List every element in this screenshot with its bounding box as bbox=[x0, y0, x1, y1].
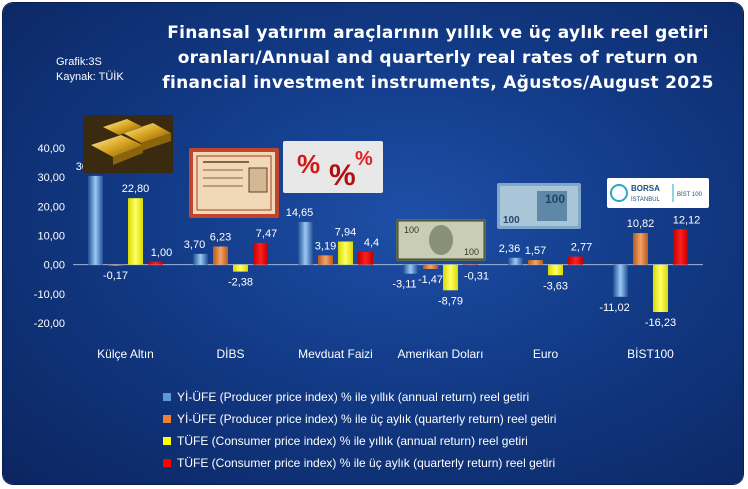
legend-item: Yİ-ÜFE (Producer price index) % ile üç a… bbox=[163, 408, 556, 430]
data-label: 3,19 bbox=[315, 240, 336, 252]
figure-number: Grafik:3S bbox=[56, 56, 102, 68]
euro-banknote-image: 100 100 bbox=[497, 183, 581, 229]
svg-text:İSTANBUL: İSTANBUL bbox=[631, 196, 661, 203]
bar bbox=[358, 251, 373, 265]
x-tick-label: Mevduat Faizi bbox=[298, 347, 373, 361]
legend-item: Yİ-ÜFE (Producer price index) % ile yıll… bbox=[163, 386, 556, 408]
svg-text:%: % bbox=[355, 148, 373, 170]
legend-swatch bbox=[163, 415, 171, 423]
bar bbox=[463, 264, 478, 266]
data-label: -1,47 bbox=[418, 274, 443, 286]
x-tick-label: BİST100 bbox=[627, 347, 674, 361]
svg-text:100: 100 bbox=[464, 247, 479, 257]
data-label: 2,36 bbox=[499, 243, 520, 255]
data-label: -0,17 bbox=[103, 270, 128, 282]
bar bbox=[148, 261, 163, 265]
bar bbox=[653, 264, 668, 313]
data-label: 1,00 bbox=[151, 247, 172, 259]
data-label: -2,38 bbox=[228, 277, 253, 289]
chart-title: Finansal yatırım araçlarının yıllık ve ü… bbox=[162, 23, 714, 93]
legend-swatch bbox=[163, 393, 171, 401]
percent-symbols-image: % % % bbox=[283, 141, 383, 193]
data-label: 22,80 bbox=[122, 183, 150, 195]
data-label: 6,23 bbox=[210, 231, 231, 243]
data-label: -11,02 bbox=[599, 302, 629, 314]
bar bbox=[633, 233, 648, 265]
data-label: -3,11 bbox=[392, 279, 416, 291]
legend-item: TÜFE (Consumer price index) % ile üç ayl… bbox=[163, 452, 556, 474]
source-info: Grafik:3S Kaynak: TÜİK bbox=[56, 55, 124, 85]
y-tick-label: 40,00 bbox=[37, 143, 65, 155]
dollar-banknote-image: 100 100 bbox=[396, 219, 486, 261]
data-label: 4,4 bbox=[364, 237, 379, 249]
legend-swatch bbox=[163, 459, 171, 467]
y-tick-label: 30,00 bbox=[37, 172, 65, 184]
legend-label: TÜFE (Consumer price index) % ile üç ayl… bbox=[177, 456, 556, 470]
y-tick-label: -20,00 bbox=[34, 318, 65, 330]
chart-frame: Finansal yatırım araçlarının yıllık ve ü… bbox=[3, 3, 743, 484]
svg-text:%: % bbox=[297, 149, 320, 179]
bar bbox=[528, 260, 543, 265]
source-label: Kaynak: TÜİK bbox=[56, 71, 124, 83]
bar bbox=[613, 264, 628, 297]
data-label: 10,82 bbox=[627, 218, 655, 230]
bar bbox=[318, 255, 333, 265]
svg-text:%: % bbox=[329, 159, 356, 192]
gold-bars-image bbox=[83, 115, 173, 173]
legend-label: TÜFE (Consumer price index) % ile yıllık… bbox=[177, 434, 528, 448]
bar bbox=[298, 221, 313, 265]
y-tick-label: -10,00 bbox=[34, 289, 65, 301]
y-tick-label: 10,00 bbox=[37, 231, 65, 243]
bar bbox=[403, 264, 418, 274]
legend-label: Yİ-ÜFE (Producer price index) % ile üç a… bbox=[177, 412, 557, 426]
bar bbox=[568, 256, 583, 265]
svg-text:BORSA: BORSA bbox=[631, 184, 660, 193]
data-label: 1,57 bbox=[525, 245, 546, 257]
bar bbox=[108, 264, 123, 266]
x-tick-label: DİBS bbox=[216, 347, 244, 361]
svg-text:BİST 100: BİST 100 bbox=[677, 191, 703, 198]
bar bbox=[213, 246, 228, 265]
bar bbox=[443, 264, 458, 291]
legend-swatch bbox=[163, 437, 171, 445]
data-label: 3,70 bbox=[184, 239, 205, 251]
bar bbox=[88, 175, 103, 265]
bar bbox=[193, 253, 208, 265]
data-label: 14,65 bbox=[286, 207, 314, 219]
bar bbox=[253, 242, 268, 265]
x-tick-label: Amerikan Doları bbox=[397, 347, 483, 361]
data-label: 7,47 bbox=[256, 228, 277, 240]
x-tick-label: Külçe Altın bbox=[97, 347, 154, 361]
y-tick-label: 0,00 bbox=[44, 260, 65, 272]
borsa-istanbul-logo-image: BORSA İSTANBUL BİST 100 bbox=[607, 178, 709, 208]
data-label: 2,77 bbox=[571, 242, 592, 254]
government-bond-certificate-image bbox=[189, 148, 279, 218]
legend-item: TÜFE (Consumer price index) % ile yıllık… bbox=[163, 430, 556, 452]
svg-text:100: 100 bbox=[503, 215, 520, 226]
bar bbox=[128, 198, 143, 265]
bar bbox=[508, 257, 523, 265]
svg-text:100: 100 bbox=[545, 192, 565, 206]
data-label: -3,63 bbox=[543, 280, 568, 292]
data-label: -16,23 bbox=[645, 317, 676, 329]
legend-label: Yİ-ÜFE (Producer price index) % ile yıll… bbox=[177, 390, 530, 404]
chart-legend: Yİ-ÜFE (Producer price index) % ile yıll… bbox=[163, 386, 556, 474]
data-label: 7,94 bbox=[335, 227, 356, 239]
data-label: 12,12 bbox=[673, 214, 701, 226]
x-tick-label: Euro bbox=[533, 347, 559, 361]
bar bbox=[423, 264, 438, 269]
data-label: -8,79 bbox=[438, 295, 463, 307]
svg-text:100: 100 bbox=[404, 225, 419, 235]
bar bbox=[233, 264, 248, 272]
bar bbox=[673, 229, 688, 265]
data-label: -0,31 bbox=[464, 271, 489, 283]
y-tick-label: 20,00 bbox=[37, 201, 65, 213]
bar bbox=[548, 264, 563, 276]
bar bbox=[338, 241, 353, 265]
